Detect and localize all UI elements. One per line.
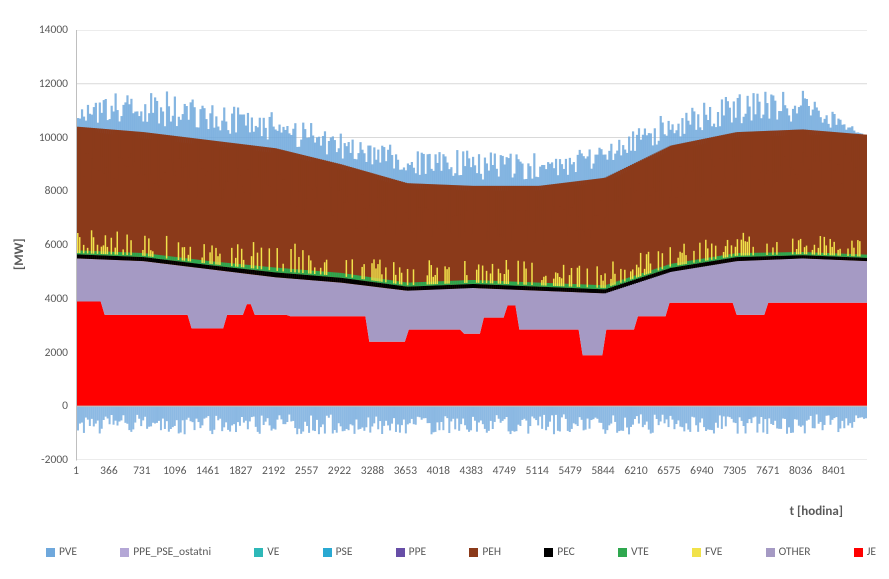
x-tick-label: 2192 <box>262 464 285 478</box>
legend-item-FVE: FVE <box>692 545 722 559</box>
legend-label: PPE <box>409 545 427 559</box>
x-tick-label: 366 <box>100 464 118 478</box>
x-tick-label: 1096 <box>163 464 186 478</box>
legend-label: PVE <box>59 545 77 559</box>
legend-item-OTHER: OTHER <box>766 545 811 559</box>
legend-swatch <box>618 548 627 557</box>
legend-item-PEC: PEC <box>544 545 575 559</box>
legend-label: PSE <box>336 545 353 559</box>
x-tick-label: 8401 <box>822 464 845 478</box>
legend-swatch <box>854 548 863 557</box>
y-tick-label: 14000 <box>39 23 68 37</box>
x-tick-label: 2922 <box>328 464 351 478</box>
y-tick-label: 6000 <box>45 238 68 252</box>
y-tick-label: 8000 <box>45 184 68 198</box>
legend-swatch <box>323 548 332 557</box>
legend-label: PPE_PSE_ostatni <box>133 545 211 559</box>
legend-item-PPE_PSE_ostatni: PPE_PSE_ostatni <box>120 545 211 559</box>
legend-item-JE: JE <box>854 545 876 559</box>
x-tick-label: 4018 <box>427 464 450 478</box>
power-generation-chart: [MW] t [hodina] -20000200040006000800010… <box>16 10 873 569</box>
legend-item-PEH: PEH <box>469 545 501 559</box>
y-tick-label: 4000 <box>45 292 68 306</box>
y-tick-label: 0 <box>62 399 68 413</box>
legend-swatch <box>120 548 129 557</box>
x-tick-label: 1461 <box>196 464 219 478</box>
x-tick-label: 8036 <box>789 464 812 478</box>
x-tick-label: 3288 <box>361 464 384 478</box>
y-tick-label: 12000 <box>39 77 68 91</box>
legend-swatch <box>46 548 55 557</box>
legend-label: JE <box>867 545 876 559</box>
x-tick-label: 5844 <box>591 464 614 478</box>
legend: PVE PPE_PSE_ostatni VE PSE PPE PEH PEC VTE FVE OT… <box>46 539 876 565</box>
legend-item-PVE: PVE <box>46 545 77 559</box>
x-tick-label: 6940 <box>690 464 713 478</box>
legend-label: PEC <box>557 545 575 559</box>
x-tick-label: 6210 <box>624 464 647 478</box>
x-tick-label: 731 <box>133 464 151 478</box>
x-axis-label: t [hodina] <box>790 504 843 519</box>
legend-swatch <box>396 548 405 557</box>
legend-swatch <box>254 548 263 557</box>
x-tick-label: 2557 <box>295 464 318 478</box>
y-tick-label: 2000 <box>45 346 68 360</box>
plot-svg <box>77 30 867 460</box>
legend-swatch <box>692 548 701 557</box>
legend-item-VE: VE <box>254 545 279 559</box>
x-tick-label: 4383 <box>460 464 483 478</box>
legend-item-PPE: PPE <box>396 545 427 559</box>
legend-swatch <box>766 548 775 557</box>
x-tick-label: 1827 <box>229 464 252 478</box>
legend-item-PSE: PSE <box>323 545 353 559</box>
x-axis-ticks: 1 366 731 1096 1461 1827 2192 2557 2922 3288 3653 4… <box>76 464 866 484</box>
x-tick-label: 5479 <box>558 464 581 478</box>
x-tick-label: 1 <box>73 464 79 478</box>
plot-area <box>76 30 867 461</box>
y-tick-label: 10000 <box>39 131 68 145</box>
legend-label: PEH <box>482 545 501 559</box>
x-tick-label: 7305 <box>723 464 746 478</box>
x-tick-label: 3653 <box>394 464 417 478</box>
x-tick-label: 4749 <box>493 464 516 478</box>
y-tick-label: -2000 <box>41 453 68 467</box>
legend-label: FVE <box>705 545 722 559</box>
legend-swatch <box>469 548 478 557</box>
y-axis-ticks: -200002000400060008000100001200014000 <box>16 30 72 460</box>
legend-label: VTE <box>631 545 649 559</box>
legend-item-VTE: VTE <box>618 545 649 559</box>
legend-label: OTHER <box>779 545 811 559</box>
legend-swatch <box>544 548 553 557</box>
legend-label: VE <box>267 545 279 559</box>
x-tick-label: 6575 <box>657 464 680 478</box>
x-tick-label: 5114 <box>525 464 548 478</box>
x-tick-label: 7671 <box>756 464 779 478</box>
